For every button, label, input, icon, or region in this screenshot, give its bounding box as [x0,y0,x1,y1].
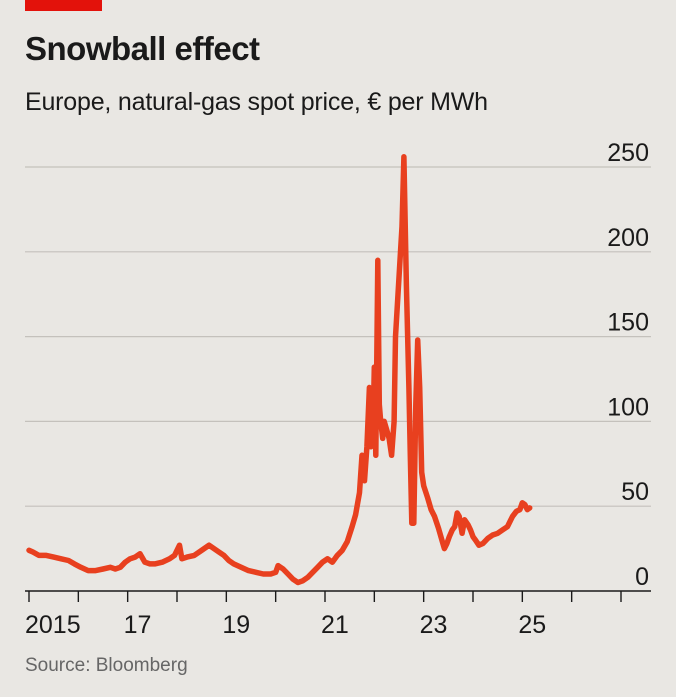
y-tick-labels: 0 50 100 150 200 250 [607,139,649,591]
x-tick-label: 25 [518,611,546,639]
x-tick-label: 19 [222,611,250,639]
y-tick-label: 100 [607,393,649,421]
source-note: Source: Bloomberg [25,655,188,676]
x-tick-labels: 2015 17 19 21 23 25 [25,611,546,639]
x-tick-label: 21 [321,611,349,639]
y-tick-label: 200 [607,224,649,252]
series-layer [26,154,533,586]
x-axis [25,590,651,602]
x-tick-label: 23 [420,611,448,639]
x-tick-label: 17 [124,611,152,639]
y-tick-label: 250 [607,139,649,167]
chart-title: Snowball effect [25,30,260,67]
gridlines [25,166,651,507]
x-tick-label: 2015 [25,611,81,639]
y-tick-label: 0 [635,563,649,591]
series-line-0 [26,154,533,586]
accent-bar [25,0,102,11]
chart-subtitle: Europe, natural-gas spot price, € per MW… [25,88,488,116]
y-tick-label: 150 [607,309,649,337]
y-tick-label: 50 [621,478,649,506]
